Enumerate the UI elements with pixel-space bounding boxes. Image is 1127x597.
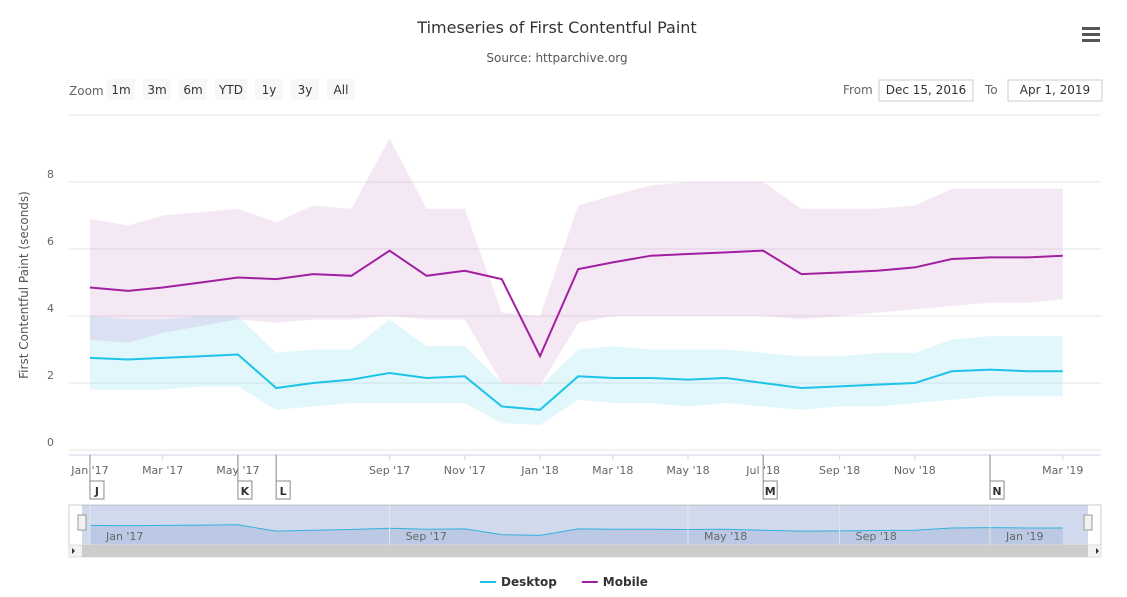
series-line [89,353,1063,411]
zoom-button-label: 3m [147,83,166,97]
x-tick-label: May '18 [666,464,709,477]
flag-label: J [94,485,99,498]
x-tick-label: Mar '18 [592,464,633,477]
navigator-tick-label: Jan '19 [1005,530,1043,543]
flag-box[interactable] [762,480,778,500]
zoom-button[interactable] [215,79,247,100]
to-input[interactable] [1007,79,1103,102]
zoom-button-label: 6m [183,83,202,97]
navigator-mask [82,505,1088,545]
zoom-button[interactable] [327,79,355,100]
navigator-line [89,524,1063,536]
flag-label: N [992,485,1001,498]
range-band [89,316,1063,425]
zoom-button[interactable] [179,79,207,100]
legend-item[interactable]: Desktop [480,575,557,589]
range-band [89,138,1063,387]
scrollbar-left-arrow[interactable] [72,548,75,554]
flag-label: L [280,485,287,498]
legend-label: Mobile [603,575,648,589]
x-tick-label: Jan '18 [520,464,558,477]
navigator-tick-label: Sep '18 [856,530,897,543]
y-tick-label: 4 [47,302,54,315]
scrollbar-thumb[interactable] [82,545,1088,557]
legend-label: Desktop [501,575,557,589]
flag-label: K [241,485,250,498]
menu-bar [1082,27,1100,30]
navigator-tick-label: May '18 [704,530,747,543]
zoom-button[interactable] [143,79,171,100]
navigator-tick-label: Sep '17 [406,530,447,543]
to-input-text: Apr 1, 2019 [1020,83,1090,97]
y-tick-label: 0 [47,436,54,449]
zoom-button-label: 1y [262,83,277,97]
zoom-button[interactable] [291,79,319,100]
x-tick-label: Sep '17 [369,464,410,477]
flag-box[interactable] [275,480,291,500]
navigator-handle[interactable] [1083,514,1093,531]
flag-box[interactable] [89,480,105,500]
chart-title: Timeseries of First Contentful Paint [416,18,696,37]
to-label: To [984,83,998,97]
menu-bar [1082,33,1100,36]
zoom-button[interactable] [255,79,283,100]
x-tick-label: Mar '19 [1042,464,1083,477]
series-line [89,249,1063,359]
from-input[interactable] [878,79,974,102]
chart-subtitle: Source: httparchive.org [486,51,627,65]
y-tick-label: 8 [47,168,54,181]
zoom-button[interactable] [107,79,135,100]
x-tick-label: Nov '18 [894,464,936,477]
x-tick-label: Mar '17 [142,464,183,477]
x-tick-label: Nov '17 [444,464,486,477]
x-tick-label: Sep '18 [819,464,860,477]
legend-item[interactable]: Mobile [581,575,648,589]
menu-button[interactable] [1082,27,1100,42]
zoom-button-label: 3y [298,83,313,97]
from-input-text: Dec 15, 2016 [886,83,966,97]
from-label: From [843,83,873,97]
menu-bar [1082,39,1100,42]
flag-label: M [765,485,776,498]
y-tick-label: 6 [47,235,54,248]
navigator-area [89,524,1063,545]
zoom-button-label: YTD [218,83,243,97]
zoom-button-label: All [334,83,349,97]
zoom-label: Zoom [69,84,104,98]
navigator-handle[interactable] [77,514,87,531]
navigator-tick-label: Jan '17 [105,530,143,543]
y-axis-title: First Contentful Paint (seconds) [17,191,31,379]
flag-box[interactable] [237,480,253,500]
scrollbar-right-arrow[interactable] [1096,548,1099,554]
y-tick-label: 2 [47,369,54,382]
flag-box[interactable] [989,480,1005,500]
zoom-button-label: 1m [111,83,130,97]
